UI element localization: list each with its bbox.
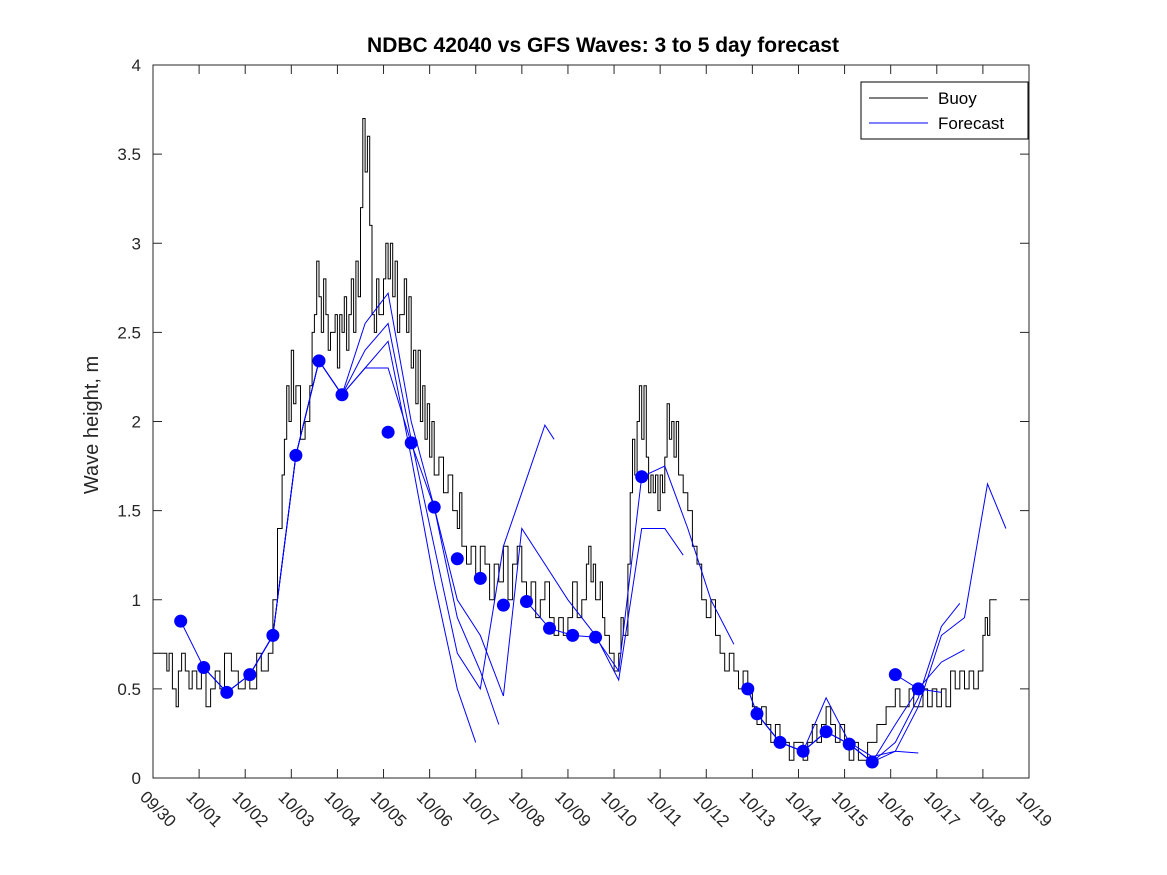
forecast-marker-10 (427, 500, 441, 514)
y-tick-label: 3 (132, 234, 141, 253)
series-group (153, 118, 1007, 769)
forecast-marker-2 (220, 685, 234, 699)
forecast-marker-11 (450, 552, 464, 566)
forecast-run-line-8 (802, 696, 919, 758)
legend-box (860, 81, 1029, 140)
forecast-run-line-3 (249, 359, 684, 697)
forecast-marker-24 (842, 737, 856, 751)
y-tick-label: 1.5 (117, 502, 141, 521)
y-tick-label: 1 (132, 591, 141, 610)
plot-area (153, 118, 1007, 769)
forecast-marker-17 (589, 630, 603, 644)
y-tick-label: 0.5 (117, 680, 141, 699)
forecast-marker-4 (266, 628, 280, 642)
forecast-marker-7 (335, 388, 349, 402)
y-tick-label: 0 (132, 769, 141, 788)
forecast-marker-0 (174, 614, 188, 628)
y-tick-label: 2.5 (117, 323, 141, 342)
forecast-marker-15 (543, 621, 556, 635)
forecast-run-line-4 (526, 465, 735, 673)
legend-buoy-label: Buoy (938, 89, 977, 108)
forecast-marker-26 (888, 668, 902, 682)
forecast-marker-20 (750, 707, 764, 721)
forecast-marker-18 (635, 470, 649, 484)
legend: Buoy Forecast (860, 81, 1029, 140)
forecast-marker-16 (566, 628, 580, 642)
forecast-marker-12 (473, 571, 487, 585)
forecast-marker-1 (197, 661, 211, 674)
forecast-marker-5 (289, 448, 303, 462)
y-tick-label: 2 (132, 413, 141, 432)
forecast-marker-3 (243, 668, 257, 682)
forecast-run-line-7 (756, 649, 965, 763)
forecast-marker-14 (520, 595, 533, 608)
forecast-marker-27 (911, 682, 925, 696)
forecast-marker-13 (496, 598, 510, 612)
forecast-marker-6 (312, 354, 326, 368)
chart-title: NDBC 42040 vs GFS Waves: 3 to 5 day fore… (367, 34, 839, 57)
y-tick-label: 3.5 (117, 145, 141, 164)
legend-forecast-label: Forecast (938, 114, 1004, 133)
forecast-marker-19 (741, 682, 755, 696)
forecast-marker-21 (773, 735, 787, 749)
y-axis-label: Wave height, m (81, 356, 103, 494)
forecast-marker-25 (865, 755, 879, 769)
forecast-marker-9 (404, 436, 418, 450)
forecast-marker-22 (796, 744, 810, 758)
forecast-marker-8 (381, 425, 395, 439)
y-tick-label: 4 (132, 56, 141, 75)
buoy-series-line (153, 118, 997, 761)
forecast-marker-23 (819, 725, 833, 739)
